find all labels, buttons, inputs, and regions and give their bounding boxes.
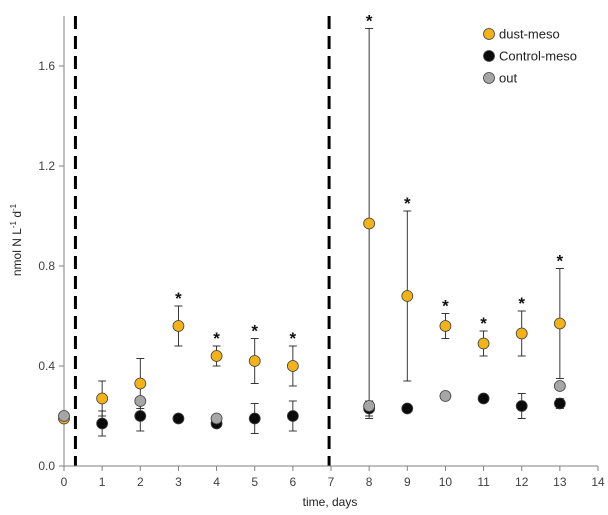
x-tick-label: 10 — [439, 475, 453, 489]
point-control-meso — [286, 410, 299, 422]
point-dust-meso — [515, 327, 528, 340]
x-tick-label: 12 — [515, 475, 529, 489]
significance-star: * — [442, 297, 449, 316]
significance-star: * — [518, 294, 525, 313]
legend-marker-dust-meso — [483, 28, 495, 40]
x-tick-label: 3 — [175, 475, 182, 489]
point-out — [439, 390, 452, 402]
point-out — [58, 410, 70, 422]
point-dust-meso — [553, 317, 566, 330]
x-tick-label: 4 — [213, 475, 220, 489]
point-control-meso — [553, 397, 566, 410]
significance-star: * — [557, 252, 564, 271]
x-axis-title: time, days — [303, 495, 358, 509]
y-axis-title-sup1: -1 — [9, 220, 18, 228]
point-control-meso — [172, 412, 185, 425]
point-dust-meso — [477, 337, 490, 350]
y-axis-title-sup2: -1 — [9, 203, 18, 211]
point-out — [210, 412, 223, 425]
y-tick-label: 1.2 — [38, 159, 55, 173]
y-tick-label: 1.6 — [38, 59, 55, 73]
y-tick-label: 0.8 — [38, 259, 55, 273]
error-bars — [98, 28, 564, 437]
legend-item-dust-meso: dust-meso — [483, 27, 560, 42]
point-dust-meso — [172, 320, 185, 332]
y-axis-title-mid: d — [10, 211, 24, 221]
x-tick-label: 11 — [477, 475, 490, 489]
y-axis-title-main: nmol N L — [10, 228, 24, 276]
x-tick-label: 7 — [328, 475, 335, 489]
legend-item-control-meso: Control-meso — [483, 49, 577, 64]
point-dust-meso — [248, 355, 261, 367]
significance-star: * — [404, 194, 411, 213]
x-tick-label: 13 — [553, 475, 567, 489]
y-axis-title: nmol N L-1 d-1 — [9, 203, 24, 276]
point-out — [134, 395, 147, 407]
point-dust-meso — [96, 392, 109, 405]
x-tick-label: 2 — [137, 475, 144, 489]
dashed-reference-lines — [73, 16, 331, 466]
significance-star: * — [251, 322, 258, 341]
significance-star: * — [175, 289, 182, 308]
legend-marker-out — [483, 72, 495, 84]
point-dust-meso — [134, 377, 147, 390]
significance-star: * — [290, 329, 297, 348]
x-tick-label: 1 — [99, 475, 106, 489]
x-tick-label: 0 — [61, 475, 68, 489]
x-tick-label: 9 — [404, 475, 411, 489]
y-tick-label: 0.0 — [38, 459, 55, 473]
point-control-meso — [248, 412, 261, 425]
significance-star: * — [213, 329, 220, 348]
point-control-meso — [96, 417, 109, 430]
tick-labels: 0 1 2 3 4 5 6 7 8 9 10 11 12 13 140.00.40.81.21.6 — [38, 59, 605, 489]
significance-stars: * * * * * * * * * * — [175, 12, 563, 349]
point-control-meso — [515, 400, 528, 412]
legend-label-dust-meso: dust-meso — [499, 27, 560, 42]
data-points — [58, 217, 566, 430]
y-tick-label: 0.4 — [38, 359, 55, 373]
point-dust-meso — [210, 350, 223, 362]
point-dust-meso — [286, 360, 299, 372]
point-dust-meso — [363, 217, 376, 230]
x-tick-label: 8 — [366, 475, 373, 489]
x-tick-label: 6 — [290, 475, 297, 489]
point-control-meso — [477, 392, 490, 405]
point-control-meso — [134, 410, 147, 422]
legend-item-out: out — [483, 71, 517, 86]
x-tick-label: 14 — [591, 475, 605, 489]
point-out — [363, 400, 376, 412]
significance-star: * — [480, 314, 487, 333]
legend: dust-meso Control-meso out — [483, 27, 577, 86]
legend-label-out: out — [499, 71, 517, 86]
x-tick-label: 5 — [251, 475, 258, 489]
legend-label-control-meso: Control-meso — [499, 49, 577, 64]
point-control-meso — [401, 402, 414, 415]
point-dust-meso — [401, 290, 414, 302]
significance-star: * — [366, 12, 373, 31]
point-out — [553, 380, 566, 392]
legend-marker-control-meso — [483, 50, 495, 62]
point-dust-meso — [439, 320, 452, 332]
